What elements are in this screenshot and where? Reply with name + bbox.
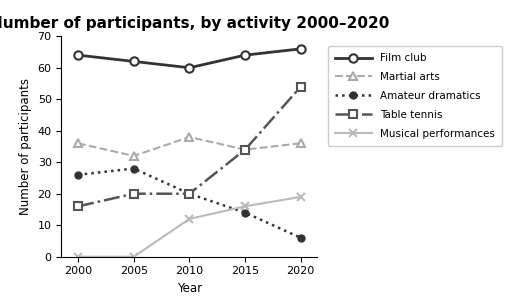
- Y-axis label: Number of participants: Number of participants: [19, 78, 32, 215]
- Line: Martial arts: Martial arts: [74, 133, 305, 160]
- Table tennis: [297, 85, 304, 88]
- Amateur dramatics: [186, 192, 193, 195]
- Amateur dramatics: [297, 236, 304, 239]
- Amateur dramatics: [242, 211, 248, 214]
- Title: Number of participants, by activity 2000–2020: Number of participants, by activity 2000…: [0, 16, 389, 31]
- Line: Film club: Film club: [74, 45, 305, 72]
- Table tennis: [131, 192, 137, 195]
- Amateur dramatics: [131, 167, 137, 170]
- Martial arts: [186, 135, 193, 139]
- Amateur dramatics: [75, 173, 81, 177]
- Line: Table tennis: Table tennis: [74, 82, 305, 210]
- X-axis label: Year: Year: [177, 282, 202, 295]
- Musical performances: [297, 195, 304, 199]
- Film club: [186, 66, 193, 69]
- Martial arts: [131, 154, 137, 158]
- Film club: [131, 59, 137, 63]
- Musical performances: [131, 255, 137, 259]
- Line: Musical performances: Musical performances: [74, 193, 305, 261]
- Table tennis: [186, 192, 193, 195]
- Table tennis: [75, 204, 81, 208]
- Film club: [75, 53, 81, 57]
- Film club: [242, 53, 248, 57]
- Legend: Film club, Martial arts, Amateur dramatics, Table tennis, Musical performances: Film club, Martial arts, Amateur dramati…: [328, 46, 502, 146]
- Martial arts: [242, 148, 248, 151]
- Musical performances: [186, 217, 193, 221]
- Musical performances: [75, 255, 81, 259]
- Film club: [297, 47, 304, 51]
- Line: Amateur dramatics: Amateur dramatics: [75, 165, 304, 241]
- Table tennis: [242, 148, 248, 151]
- Martial arts: [297, 142, 304, 145]
- Martial arts: [75, 142, 81, 145]
- Musical performances: [242, 204, 248, 208]
